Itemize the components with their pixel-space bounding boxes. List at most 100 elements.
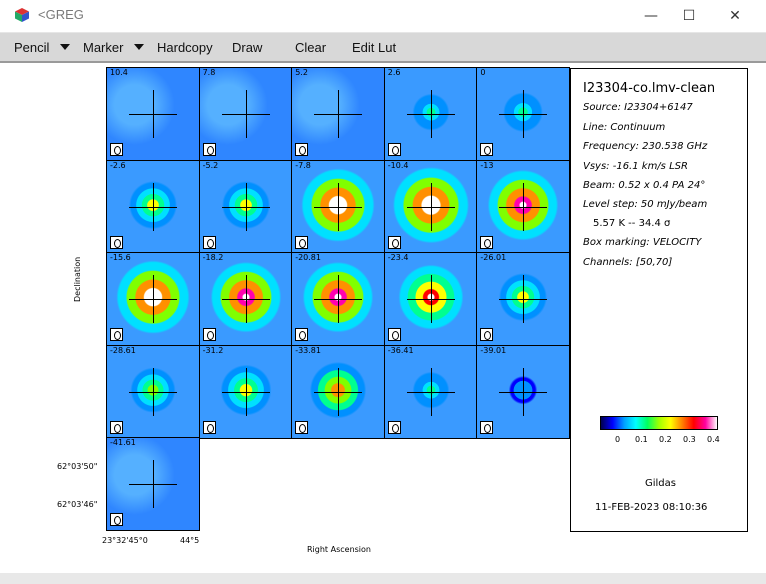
info-panel: I23304-co.lmv-clean Source: I23304+6147 … [570, 68, 748, 532]
channel-velocity-label: -23.4 [387, 253, 409, 263]
lut-tick: 0.1 [635, 435, 648, 444]
map-name: I23304-co.lmv-clean [583, 81, 716, 96]
channel-velocity-label: -39.01 [480, 345, 507, 355]
channel-panel: 2.6 [383, 67, 478, 161]
level-step-text: Level step: 50 mJy/beam [583, 199, 708, 210]
vsys-text: Vsys: -16.1 km/s LSR [583, 161, 688, 172]
channel-velocity-label: 5.2 [295, 68, 308, 77]
channel-panel: -33.81 [291, 344, 386, 439]
maximize-button[interactable]: ☐ [666, 0, 712, 32]
crosshair-vertical [523, 182, 525, 231]
maximize-icon: ☐ [682, 8, 696, 24]
channels-text: Channels: [50,70] [583, 257, 673, 268]
app-icon [15, 8, 29, 22]
beam-ellipse-icon [295, 143, 309, 156]
crosshair-vertical [153, 367, 154, 416]
channel-velocity-label: -31.2 [202, 345, 224, 355]
crosshair-vertical [245, 90, 247, 138]
beam-ellipse-icon [202, 328, 216, 342]
x-axis-label: Right Ascension [307, 545, 371, 554]
minimize-button[interactable]: — [628, 0, 674, 32]
crosshair-vertical [523, 367, 525, 416]
channel-velocity-label: -2.6 [110, 160, 126, 170]
minimize-icon: — [644, 8, 658, 24]
crosshair-vertical [245, 182, 247, 231]
channel-panel: -39.01 [476, 344, 571, 439]
crosshair-vertical [430, 182, 432, 231]
beam-text: Beam: 0.52 x 0.4 PA 24° [583, 180, 706, 191]
crosshair-vertical [338, 275, 340, 324]
channel-panel: -36.41 [383, 344, 478, 439]
channel-panel: -10.4 [383, 159, 478, 254]
crosshair-vertical [153, 275, 154, 324]
lut-tick: 0.4 [707, 435, 720, 444]
line-text: Line: Continuum [583, 122, 666, 133]
lut-tick: 0 [615, 435, 621, 444]
beam-ellipse-icon [110, 143, 123, 156]
crosshair-vertical [245, 367, 247, 416]
channel-velocity-label: -28.61 [110, 345, 136, 355]
x-tick-label: 44°5 [180, 536, 200, 545]
menu-clear[interactable]: Clear [295, 40, 327, 55]
beam-ellipse-icon [387, 328, 401, 342]
beam-ellipse-icon [480, 235, 494, 249]
crosshair-vertical [430, 275, 432, 324]
menu-pencil[interactable]: Pencil [14, 40, 50, 55]
channel-velocity-label: -36.41 [387, 345, 414, 355]
beam-ellipse-icon [387, 235, 401, 249]
menu-draw[interactable]: Draw [232, 40, 263, 55]
crosshair-vertical [153, 460, 154, 509]
channel-velocity-label: -41.61 [110, 438, 136, 448]
channel-velocity-label: 0 [480, 68, 486, 77]
crosshair-vertical [153, 182, 154, 231]
marker-dropdown-icon[interactable] [134, 44, 144, 50]
crosshair-vertical [338, 367, 340, 416]
close-button[interactable]: ✕ [712, 0, 758, 32]
menu-edit-lut[interactable]: Edit Lut [352, 40, 397, 55]
crosshair-vertical [338, 90, 340, 138]
menu-hardcopy[interactable]: Hardcopy [157, 40, 213, 55]
beam-ellipse-icon [480, 143, 494, 156]
beam-ellipse-icon [387, 143, 401, 156]
beam-ellipse-icon [387, 420, 401, 434]
box-marking-text: Box marking: VELOCITY [583, 237, 702, 248]
close-icon: ✕ [729, 8, 741, 24]
channel-panel: 0 [476, 67, 571, 161]
menu-bar: Pencil Marker Hardcopy Draw Clear Edit L… [0, 33, 766, 63]
window-title: <GREG [38, 7, 84, 22]
crosshair-vertical [523, 275, 525, 324]
channel-panel: -2.6 [106, 159, 200, 254]
crosshair-vertical [245, 275, 247, 324]
channel-panel: -23.4 [383, 252, 478, 347]
window-bottom-edge [0, 573, 766, 584]
channel-velocity-label: -7.8 [295, 160, 311, 170]
color-lut-bar [600, 416, 718, 430]
channel-velocity-label: 10.4 [110, 68, 128, 77]
level-k-text: 5.57 K -- 34.4 σ [593, 218, 671, 229]
crosshair-vertical [430, 90, 432, 138]
crosshair-vertical [338, 182, 340, 231]
crosshair-vertical [430, 367, 432, 416]
lut-tick: 0.2 [659, 435, 672, 444]
channel-velocity-label: -5.2 [202, 160, 219, 170]
crosshair-vertical [523, 90, 525, 138]
beam-ellipse-icon [110, 513, 123, 527]
timestamp: 11-FEB-2023 08:10:36 [595, 502, 708, 513]
channel-velocity-label: -10.4 [387, 160, 409, 170]
beam-ellipse-icon [295, 420, 309, 434]
menu-marker[interactable]: Marker [83, 40, 124, 55]
pencil-dropdown-icon[interactable] [60, 44, 70, 50]
beam-ellipse-icon [295, 328, 309, 342]
beam-ellipse-icon [480, 420, 494, 434]
channel-velocity-label: -26.01 [480, 253, 507, 263]
channel-panel: -20.81 [291, 252, 386, 347]
beam-ellipse-icon [110, 328, 123, 342]
channel-velocity-label: -20.81 [295, 253, 321, 263]
channel-velocity-label: -33.81 [295, 345, 321, 355]
beam-ellipse-icon [110, 235, 123, 249]
channel-panel: -5.2 [198, 159, 293, 254]
beam-ellipse-icon [202, 420, 216, 434]
x-tick-label: 23°32'45°0 [102, 536, 148, 545]
beam-ellipse-icon [202, 235, 216, 249]
beam-ellipse-icon [480, 328, 494, 342]
